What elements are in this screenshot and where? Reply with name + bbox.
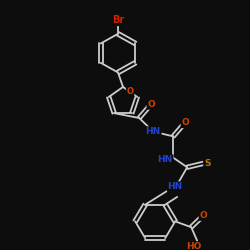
Text: HN: HN xyxy=(168,182,183,191)
Text: O: O xyxy=(199,211,207,220)
Text: HN: HN xyxy=(146,127,161,136)
Text: S: S xyxy=(204,159,210,168)
Text: O: O xyxy=(181,118,189,127)
Text: O: O xyxy=(127,88,134,96)
Text: Br: Br xyxy=(112,15,124,25)
Text: HN: HN xyxy=(158,155,173,164)
Text: HO: HO xyxy=(186,242,202,250)
Text: O: O xyxy=(147,100,155,109)
